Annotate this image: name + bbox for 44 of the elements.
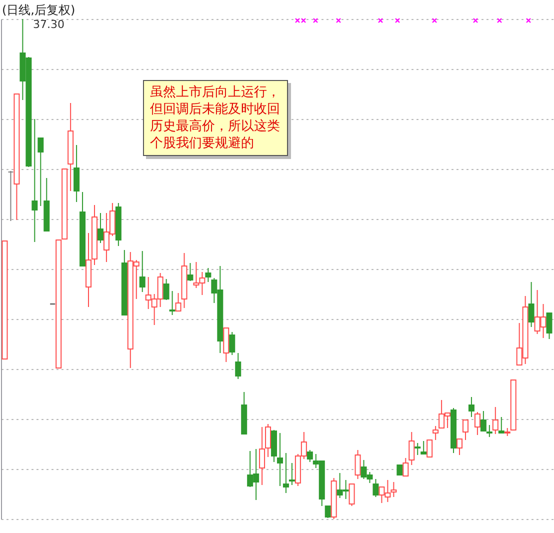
candlestick [229,332,236,356]
candlestick [354,450,361,480]
candlestick [402,458,409,476]
candlestick [175,292,182,312]
candlestick [265,424,272,458]
candlestick [456,438,463,456]
candlestick [276,432,283,486]
candlestick [414,442,421,456]
candlestick [486,424,492,438]
candlestick [235,352,242,380]
candlestick [498,416,504,434]
candlestick [408,432,415,466]
candlestick [97,212,104,244]
candlestick [306,450,313,462]
annotation: 虽然上市后向上运行，但回调后未能及时收回历史最高价，所以这类个股我们要规避的 [143,80,288,156]
annotation: 37.30 [33,18,64,31]
chart-title: (日线,后复权) [2,2,76,19]
candlestick [324,506,331,518]
candlestick [480,410,486,432]
candlestick [163,278,170,300]
candlestick [426,440,433,458]
candlestick [372,478,379,498]
candlestick [468,396,474,418]
candlestick [259,426,266,486]
candlestick [288,462,295,486]
candlestick [432,426,439,440]
candlestick [348,484,355,506]
candlestick [474,412,480,436]
candlestick [282,452,289,494]
candlestick [546,312,552,340]
candlestick [32,118,38,242]
candlestick [8,170,14,222]
candlestick [74,144,80,202]
candlestick [492,406,498,434]
candlestick [462,420,468,440]
candlestick [528,282,534,328]
candlestick [139,250,146,292]
candlestick [396,464,403,476]
candlestick [169,290,176,316]
candlestick [187,262,194,282]
candlestick [205,268,212,282]
candlestick [390,482,397,498]
candlestick [420,440,427,454]
candlestick [38,138,44,206]
